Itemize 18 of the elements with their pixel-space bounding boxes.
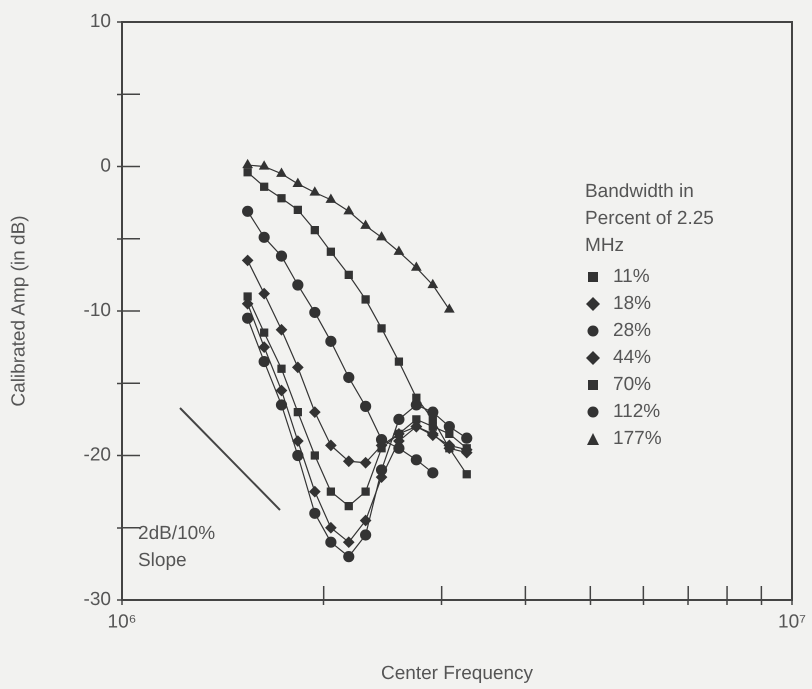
x-axis-title: Center Frequency: [380, 662, 534, 684]
x-tick-label: 10⁶: [108, 612, 136, 633]
legend-label: 112%: [613, 400, 660, 424]
y-tick-label: -30: [84, 589, 111, 610]
y-tick-label: -20: [84, 444, 111, 466]
legend-label: 44%: [613, 346, 652, 370]
legend-label: 18%: [613, 292, 652, 316]
x-tick-label: 10⁷: [778, 612, 806, 633]
legend-title: Bandwidth in Percent of 2.25 MHz: [585, 180, 715, 258]
annotation: 2dB/10% Slope: [138, 522, 216, 573]
y-tick-label: 10: [90, 11, 111, 32]
y-tick-label: 0: [100, 156, 111, 177]
y-axis-title: Calibrated Amp (in dB): [8, 215, 30, 407]
legend-label: 28%: [613, 319, 652, 343]
y-tick-label: -10: [84, 300, 111, 322]
legend-label: 70%: [613, 373, 652, 397]
legend-label: 177%: [613, 427, 662, 451]
legend-label: 11%: [613, 265, 650, 289]
